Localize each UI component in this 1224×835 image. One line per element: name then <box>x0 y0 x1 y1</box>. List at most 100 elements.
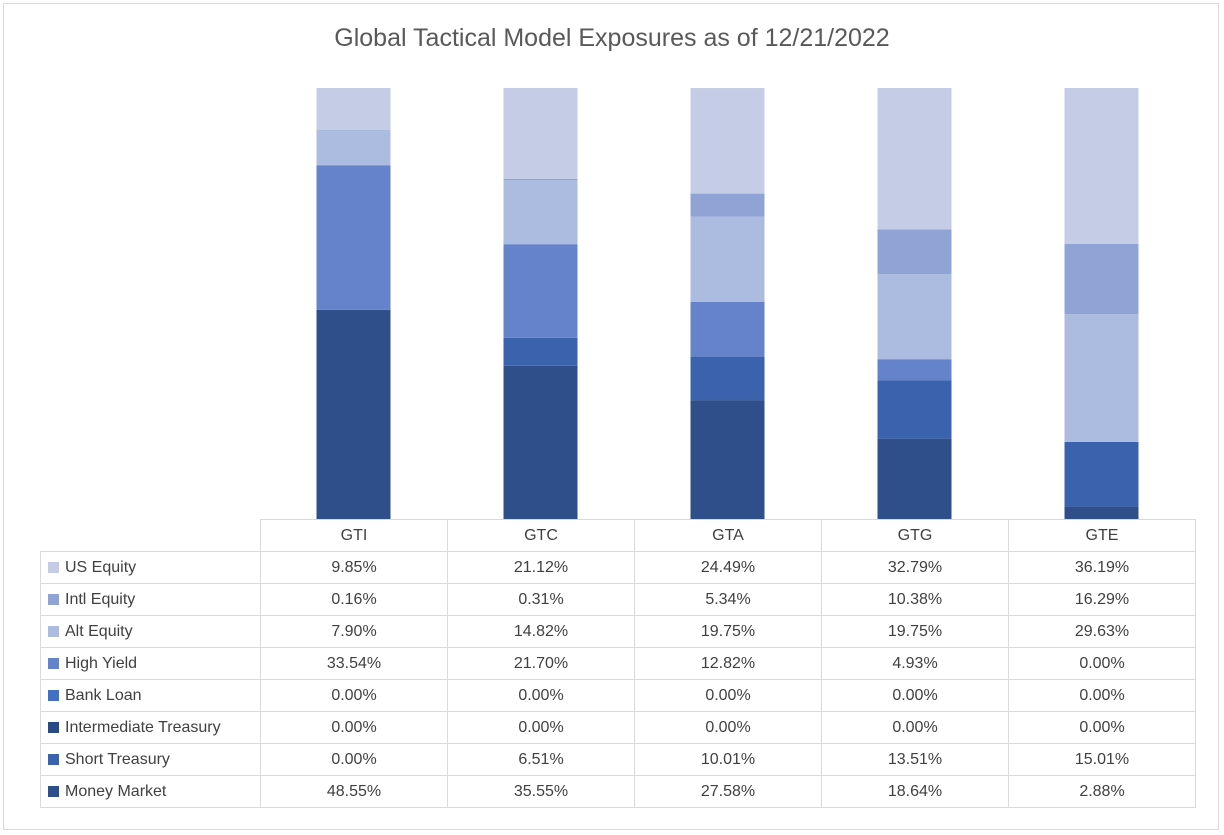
data-label: 19.75% <box>634 615 822 648</box>
bar-gtc-us-equity <box>503 87 578 179</box>
data-label: 0.00% <box>1008 711 1196 744</box>
table-corner <box>40 519 261 552</box>
chart-title: Global Tactical Model Exposures as of 12… <box>334 24 890 52</box>
table-header-row: GTI GTC GTA GTG GTE <box>40 519 1196 552</box>
category-label-gti: GTI <box>260 519 448 552</box>
data-label: 19.75% <box>821 615 1009 648</box>
table-row: Intermediate Treasury 0.00% 0.00% 0.00% 0.00… <box>40 711 1196 744</box>
data-label: 12.82% <box>634 647 822 680</box>
data-label: 7.90% <box>260 615 448 648</box>
series-label: Alt Equity <box>40 615 261 648</box>
data-label: 21.12% <box>447 551 635 584</box>
bar-gtc-money-market <box>503 365 578 519</box>
data-label: 0.16% <box>260 583 448 616</box>
table-row: US Equity 9.85% 21.12% 24.49% 32.79% 36.19% <box>40 551 1196 584</box>
series-name: Alt Equity <box>65 622 133 640</box>
data-label: 5.34% <box>634 583 822 616</box>
bar-gtg-alt-equity <box>877 274 952 360</box>
chart-frame <box>3 3 1219 830</box>
bar-gti-high-yield <box>316 165 391 310</box>
data-label: 10.38% <box>821 583 1009 616</box>
table-row: High Yield 33.54% 21.70% 12.82% 4.93% 0.00% <box>40 647 1196 680</box>
series-label: Intl Equity <box>40 583 261 616</box>
data-label: 0.00% <box>1008 679 1196 712</box>
data-label: 0.00% <box>821 679 1009 712</box>
bar-gtg-short-treasury <box>877 380 952 439</box>
legend-key-icon <box>48 561 59 573</box>
series-name: Bank Loan <box>65 686 142 704</box>
category-label-gtg: GTG <box>821 519 1009 552</box>
data-label: 0.31% <box>447 583 635 616</box>
data-label: 6.51% <box>447 743 635 776</box>
table-row: Intl Equity 0.16% 0.31% 5.34% 10.38% 16.29% <box>40 583 1196 616</box>
data-label: 0.00% <box>1008 647 1196 680</box>
data-label: 4.93% <box>821 647 1009 680</box>
series-label: US Equity <box>40 551 261 584</box>
table-row: Money Market 48.55% 35.55% 27.58% 18.64% 2.88… <box>40 775 1196 808</box>
legend-key-icon <box>48 625 59 637</box>
bar-gtg-high-yield <box>877 359 952 381</box>
data-label: 32.79% <box>821 551 1009 584</box>
bar-gte-us-equity <box>1064 88 1139 244</box>
series-name: US Equity <box>65 558 137 576</box>
category-label-gtc: GTC <box>447 519 635 552</box>
legend-key-icon <box>48 753 59 765</box>
bar-gtc-intl-equity <box>503 178 578 181</box>
data-label: 29.63% <box>1008 615 1196 648</box>
data-label: 36.19% <box>1008 551 1196 584</box>
bar-gtg-money-market <box>877 438 952 519</box>
data-label: 24.49% <box>634 551 822 584</box>
legend-key-icon <box>48 689 59 701</box>
data-label: 15.01% <box>1008 743 1196 776</box>
bar-gte-money-market <box>1064 506 1139 519</box>
data-label: 35.55% <box>447 775 635 808</box>
data-label: 16.29% <box>1008 583 1196 616</box>
table-row: Bank Loan 0.00% 0.00% 0.00% 0.00% 0.00% <box>40 679 1196 712</box>
table-row: Alt Equity 7.90% 14.82% 19.75% 19.75% 29.63% <box>40 615 1196 648</box>
data-label: 48.55% <box>260 775 448 808</box>
series-name: Money Market <box>65 782 167 800</box>
series-label: Bank Loan <box>40 679 261 712</box>
chart-data-table: GTI GTC GTA GTG GTE US Equity 9.85% 21.12% 24.4… <box>40 519 1196 808</box>
data-label: 14.82% <box>447 615 635 648</box>
data-label: 0.00% <box>634 711 822 744</box>
bar-gtg-us-equity <box>877 88 952 230</box>
category-label-gte: GTE <box>1008 519 1196 552</box>
series-name: Intermediate Treasury <box>65 718 221 736</box>
bar-gta-high-yield <box>690 301 765 357</box>
bar-gti-alt-equity <box>316 131 391 166</box>
bar-gte-alt-equity <box>1064 314 1139 442</box>
bar-gtc-high-yield <box>503 244 578 338</box>
bar-gtc-short-treasury <box>503 337 578 366</box>
data-label: 0.00% <box>447 711 635 744</box>
bar-gtg-intl-equity <box>877 229 952 275</box>
bar-gte-intl-equity <box>1064 243 1139 315</box>
data-label: 0.00% <box>634 679 822 712</box>
bar-gtc-alt-equity <box>503 180 578 245</box>
table-body: US Equity 9.85% 21.12% 24.49% 32.79% 36.19% In… <box>40 551 1196 808</box>
data-label: 0.00% <box>260 679 448 712</box>
bar-gte-short-treasury <box>1064 441 1139 507</box>
category-label-gta: GTA <box>634 519 822 552</box>
data-label: 0.00% <box>260 711 448 744</box>
data-label: 9.85% <box>260 551 448 584</box>
bar-gti-intl-equity <box>316 130 391 132</box>
bar-gta-money-market <box>690 400 765 519</box>
series-name: Short Treasury <box>65 750 170 768</box>
legend-key-icon <box>48 657 59 669</box>
series-name: Intl Equity <box>65 590 136 608</box>
bar-gta-short-treasury <box>690 356 765 401</box>
data-label: 33.54% <box>260 647 448 680</box>
data-label: 0.00% <box>447 679 635 712</box>
legend-key-icon <box>48 721 59 733</box>
legend-key-icon <box>48 593 59 605</box>
data-label: 18.64% <box>821 775 1009 808</box>
table-row: Short Treasury 0.00% 6.51% 10.01% 13.51% 15.0… <box>40 743 1196 776</box>
data-label: 21.70% <box>447 647 635 680</box>
data-label: 27.58% <box>634 775 822 808</box>
bar-gta-intl-equity <box>690 193 765 217</box>
data-label: 0.00% <box>260 743 448 776</box>
series-label: Intermediate Treasury <box>40 711 261 744</box>
data-label: 10.01% <box>634 743 822 776</box>
